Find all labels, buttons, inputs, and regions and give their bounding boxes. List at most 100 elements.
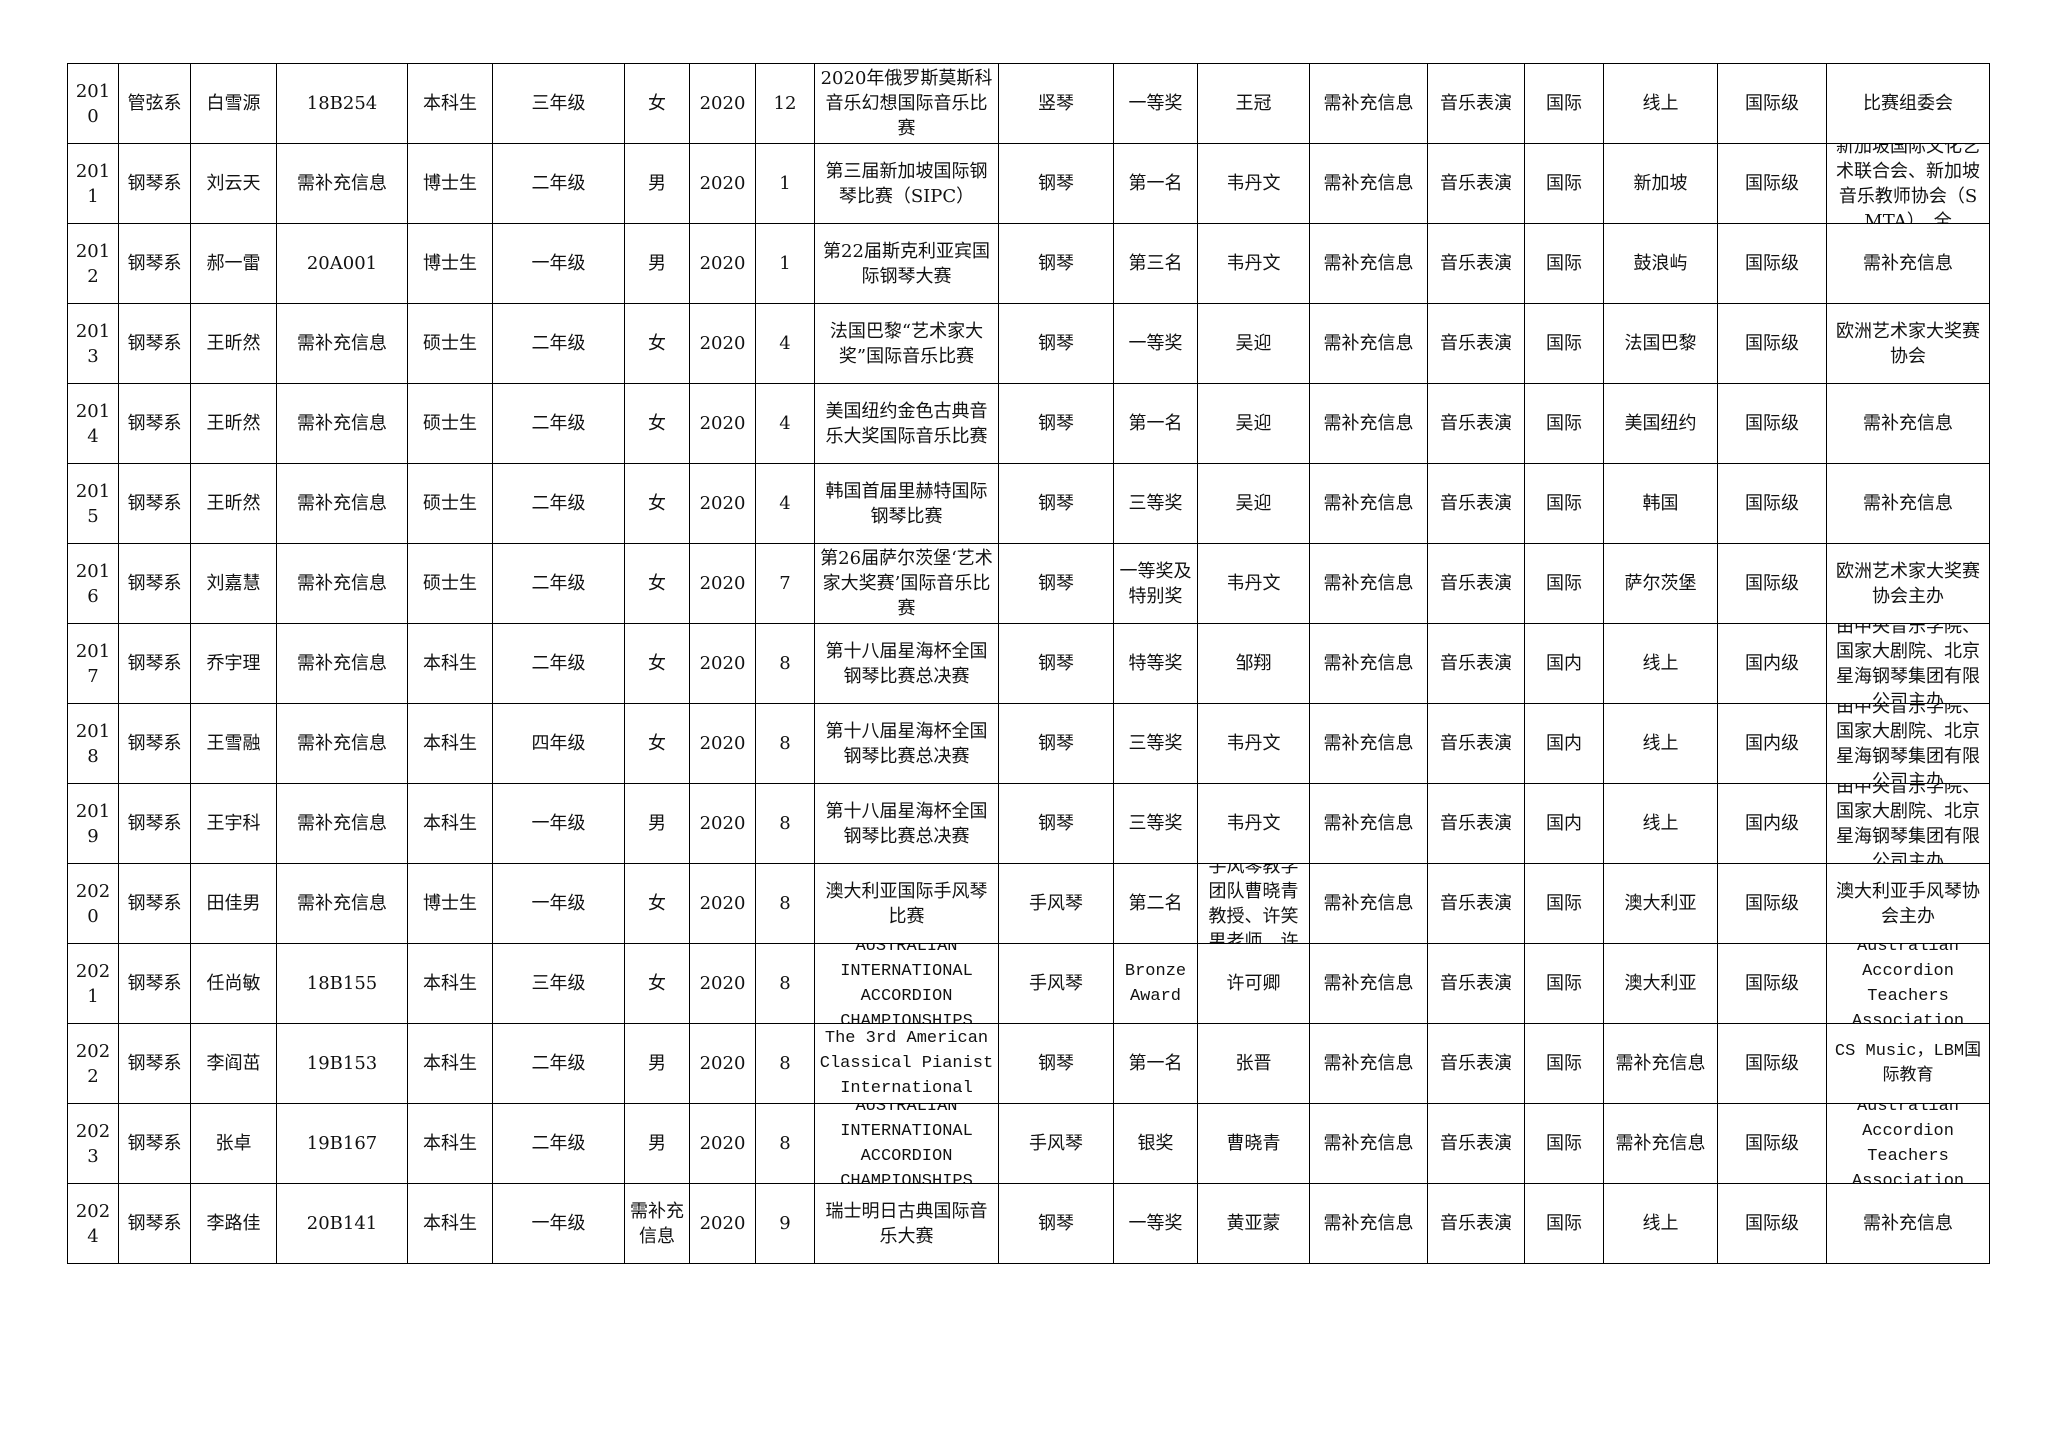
- cell-organizer[interactable]: 需补充信息: [1826, 383, 1990, 464]
- cell-student-name[interactable]: 李路佳: [190, 1183, 277, 1264]
- cell-degree[interactable]: 博士生: [407, 223, 493, 304]
- cell-award[interactable]: 一等奖: [1113, 303, 1198, 384]
- cell-year[interactable]: 2020: [689, 1103, 756, 1184]
- cell-scope[interactable]: 国际: [1524, 303, 1604, 384]
- cell-year[interactable]: 2020: [689, 783, 756, 864]
- cell-advisor[interactable]: 手风琴教学团队曹晓青教授、许笑男老师、许: [1197, 863, 1310, 944]
- cell-gender[interactable]: 男: [624, 1023, 690, 1104]
- cell-instrument[interactable]: 竖琴: [998, 63, 1114, 144]
- cell-competition-name[interactable]: 韩国首届里赫特国际钢琴比赛: [814, 463, 999, 544]
- cell-award[interactable]: 特等奖: [1113, 623, 1198, 704]
- cell-student-id[interactable]: 需补充信息: [276, 863, 408, 944]
- cell-location[interactable]: 线上: [1603, 783, 1718, 864]
- cell-scope[interactable]: 国内: [1524, 623, 1604, 704]
- cell-year[interactable]: 2020: [689, 863, 756, 944]
- cell-year[interactable]: 2020: [689, 703, 756, 784]
- cell-advisor[interactable]: 黄亚蒙: [1197, 1183, 1310, 1264]
- cell-organizer[interactable]: 需补充信息: [1826, 1183, 1990, 1264]
- cell-location[interactable]: 线上: [1603, 623, 1718, 704]
- cell-organizer[interactable]: 由中央音乐学院、国家大剧院、北京星海钢琴集团有限公司主办: [1826, 703, 1990, 784]
- cell-level[interactable]: 国际级: [1717, 143, 1827, 224]
- cell-category[interactable]: 音乐表演: [1427, 223, 1525, 304]
- cell-organizer[interactable]: Australian Accordion Teachers Associatio…: [1826, 1103, 1990, 1184]
- cell-info[interactable]: 需补充信息: [1309, 943, 1428, 1024]
- cell-department[interactable]: 钢琴系: [118, 1103, 191, 1184]
- cell-department[interactable]: 管弦系: [118, 63, 191, 144]
- cell-organizer[interactable]: 由中央音乐学院、国家大剧院、北京星海钢琴集团有限公司主办: [1826, 783, 1990, 864]
- cell-competition-name[interactable]: 澳大利亚国际手风琴比赛: [814, 863, 999, 944]
- cell-student-name[interactable]: 王雪融: [190, 703, 277, 784]
- cell-level[interactable]: 国际级: [1717, 303, 1827, 384]
- cell-organizer[interactable]: 澳大利亚手风琴协会主办: [1826, 863, 1990, 944]
- cell-competition-name[interactable]: 瑞士明日古典国际音乐大赛: [814, 1183, 999, 1264]
- cell-gender[interactable]: 女: [624, 383, 690, 464]
- cell-level[interactable]: 国际级: [1717, 383, 1827, 464]
- cell-level[interactable]: 国际级: [1717, 943, 1827, 1024]
- cell-competition-name[interactable]: 第26届萨尔茨堡‘艺术家大奖赛’国际音乐比赛: [814, 543, 999, 624]
- cell-student-id[interactable]: 19B153: [276, 1023, 408, 1104]
- cell-location[interactable]: 线上: [1603, 63, 1718, 144]
- cell-student-id[interactable]: 18B155: [276, 943, 408, 1024]
- cell-student-name[interactable]: 刘嘉慧: [190, 543, 277, 624]
- cell-student-name[interactable]: 白雪源: [190, 63, 277, 144]
- cell-location[interactable]: 鼓浪屿: [1603, 223, 1718, 304]
- cell-scope[interactable]: 国内: [1524, 783, 1604, 864]
- cell-student-name[interactable]: 李阎茁: [190, 1023, 277, 1104]
- cell-department[interactable]: 钢琴系: [118, 943, 191, 1024]
- cell-month[interactable]: 4: [755, 303, 815, 384]
- cell-info[interactable]: 需补充信息: [1309, 223, 1428, 304]
- cell-level[interactable]: 国际级: [1717, 543, 1827, 624]
- cell-advisor[interactable]: 韦丹文: [1197, 223, 1310, 304]
- cell-competition-name[interactable]: 第十八届星海杯全国钢琴比赛总决赛: [814, 623, 999, 704]
- cell-grade[interactable]: 一年级: [492, 863, 625, 944]
- cell-location[interactable]: 新加坡: [1603, 143, 1718, 224]
- cell-advisor[interactable]: 王冠: [1197, 63, 1310, 144]
- cell-location[interactable]: 澳大利亚: [1603, 943, 1718, 1024]
- cell-info[interactable]: 需补充信息: [1309, 1183, 1428, 1264]
- cell-degree[interactable]: 硕士生: [407, 543, 493, 624]
- cell-row-id[interactable]: 2023: [67, 1103, 119, 1184]
- cell-row-id[interactable]: 2011: [67, 143, 119, 224]
- cell-grade[interactable]: 二年级: [492, 303, 625, 384]
- cell-scope[interactable]: 国际: [1524, 543, 1604, 624]
- cell-row-id[interactable]: 2021: [67, 943, 119, 1024]
- cell-instrument[interactable]: 手风琴: [998, 863, 1114, 944]
- cell-student-name[interactable]: 王昕然: [190, 303, 277, 384]
- cell-info[interactable]: 需补充信息: [1309, 463, 1428, 544]
- cell-award[interactable]: 一等奖及特别奖: [1113, 543, 1198, 624]
- cell-month[interactable]: 1: [755, 143, 815, 224]
- cell-scope[interactable]: 国际: [1524, 1183, 1604, 1264]
- cell-student-name[interactable]: 王宇科: [190, 783, 277, 864]
- cell-location[interactable]: 法国巴黎: [1603, 303, 1718, 384]
- cell-student-id[interactable]: 19B167: [276, 1103, 408, 1184]
- cell-department[interactable]: 钢琴系: [118, 543, 191, 624]
- cell-student-name[interactable]: 乔宇理: [190, 623, 277, 704]
- cell-level[interactable]: 国际级: [1717, 863, 1827, 944]
- cell-student-id[interactable]: 需补充信息: [276, 303, 408, 384]
- cell-instrument[interactable]: 钢琴: [998, 383, 1114, 464]
- cell-competition-name[interactable]: 第十八届星海杯全国钢琴比赛总决赛: [814, 703, 999, 784]
- cell-student-id[interactable]: 需补充信息: [276, 383, 408, 464]
- cell-instrument[interactable]: 钢琴: [998, 303, 1114, 384]
- cell-month[interactable]: 7: [755, 543, 815, 624]
- cell-location[interactable]: 美国纽约: [1603, 383, 1718, 464]
- cell-category[interactable]: 音乐表演: [1427, 1183, 1525, 1264]
- cell-scope[interactable]: 国际: [1524, 383, 1604, 464]
- cell-category[interactable]: 音乐表演: [1427, 463, 1525, 544]
- cell-student-name[interactable]: 张卓: [190, 1103, 277, 1184]
- cell-month[interactable]: 8: [755, 943, 815, 1024]
- cell-grade[interactable]: 二年级: [492, 383, 625, 464]
- cell-row-id[interactable]: 2022: [67, 1023, 119, 1104]
- cell-month[interactable]: 1: [755, 223, 815, 304]
- cell-grade[interactable]: 二年级: [492, 1103, 625, 1184]
- cell-degree[interactable]: 本科生: [407, 703, 493, 784]
- cell-degree[interactable]: 本科生: [407, 943, 493, 1024]
- cell-degree[interactable]: 硕士生: [407, 463, 493, 544]
- cell-row-id[interactable]: 2020: [67, 863, 119, 944]
- cell-student-id[interactable]: 需补充信息: [276, 783, 408, 864]
- cell-month[interactable]: 12: [755, 63, 815, 144]
- cell-category[interactable]: 音乐表演: [1427, 383, 1525, 464]
- cell-month[interactable]: 8: [755, 783, 815, 864]
- cell-department[interactable]: 钢琴系: [118, 1023, 191, 1104]
- cell-info[interactable]: 需补充信息: [1309, 383, 1428, 464]
